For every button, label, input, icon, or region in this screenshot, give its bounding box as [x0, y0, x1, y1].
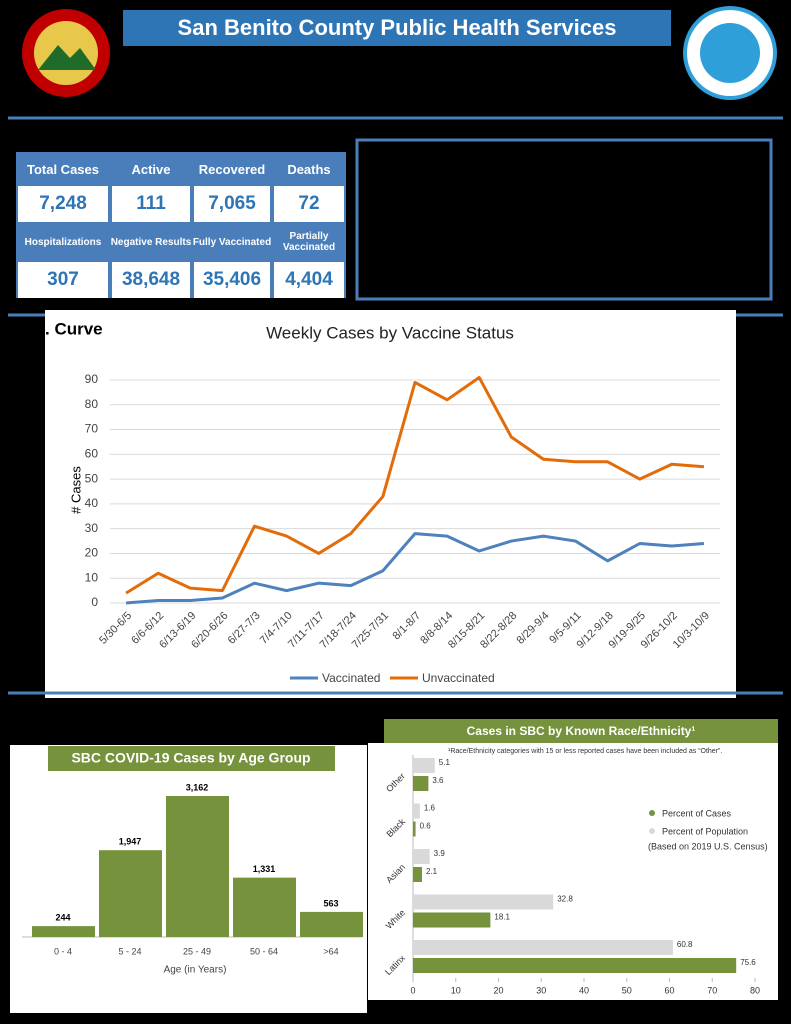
bar	[413, 821, 416, 837]
stat-label: Hospitalizations	[16, 222, 110, 262]
bar	[166, 796, 229, 937]
stat-label: Fully Vaccinated	[192, 222, 272, 262]
x-axis-label: Age (in Years)	[164, 965, 227, 976]
x-tick-label: 10	[451, 985, 461, 995]
bar	[413, 758, 435, 773]
bar	[413, 958, 737, 973]
section-label: . Curve	[45, 319, 103, 338]
value-label: 3.9	[434, 849, 446, 858]
health-logo-inner	[700, 23, 760, 83]
bar	[413, 940, 673, 955]
chart-title: Cases in SBC by Known Race/Ethnicity¹	[467, 724, 696, 738]
value-label: 563	[323, 898, 338, 908]
y-tick-label: 40	[85, 496, 99, 510]
x-tick-label: 0	[410, 985, 415, 995]
series-line	[125, 532, 705, 605]
stat-value: 7,248	[16, 186, 110, 222]
stat-value: 4,404	[272, 262, 346, 298]
y-tick-label: 50	[85, 471, 99, 485]
y-tick-label: 80	[85, 397, 99, 411]
value-label: 0.6	[420, 822, 432, 831]
legend-note: (Based on 2019 U.S. Census)	[648, 841, 768, 851]
legend-label: Percent of Population	[662, 826, 748, 836]
bar	[32, 926, 95, 937]
title-banner	[123, 10, 671, 46]
stat-value: 38,648	[110, 262, 192, 298]
bar	[233, 877, 296, 937]
stat-label: Deaths	[272, 152, 346, 186]
stat-label: Total Cases	[16, 152, 110, 186]
x-tick-label: 5 - 24	[118, 946, 141, 956]
bar	[99, 850, 162, 937]
stat-value: 7,065	[192, 186, 272, 222]
bar	[413, 776, 429, 791]
value-label: 75.6	[740, 958, 756, 967]
x-tick-label: 30	[536, 985, 546, 995]
x-tick-label: 0 - 4	[54, 946, 72, 956]
x-tick-label: 40	[579, 985, 589, 995]
stat-label: Active	[110, 152, 192, 186]
value-label: 1,331	[253, 864, 276, 874]
value-label: 32.8	[557, 895, 573, 904]
value-label: 3.6	[432, 776, 444, 785]
stat-label: Partially Vaccinated	[272, 222, 346, 262]
legend-swatch	[649, 810, 655, 816]
stat-value: 72	[272, 186, 346, 222]
seal-mountains	[38, 45, 96, 70]
y-axis-label: # Cases	[68, 466, 83, 514]
value-label: 244	[55, 912, 70, 922]
race-title-banner	[384, 719, 778, 743]
x-tick-label: >64	[323, 946, 338, 956]
empty-panel	[355, 138, 773, 301]
bar	[413, 912, 491, 928]
x-tick-label: 50 - 64	[250, 946, 278, 956]
bar	[413, 803, 420, 819]
stat-value: 307	[16, 262, 110, 298]
x-tick-label: 25 - 49	[183, 946, 211, 956]
legend-label: Unvaccinated	[422, 671, 495, 685]
series-line	[125, 376, 705, 595]
x-tick-label: 60	[664, 985, 674, 995]
chart-title: Weekly Cases by Vaccine Status	[266, 323, 514, 342]
bar	[413, 849, 430, 864]
stat-label: Negative Results	[110, 222, 192, 262]
x-tick-label: 70	[707, 985, 717, 995]
stat-label: Recovered	[192, 152, 272, 186]
county-seal-inner	[34, 21, 98, 85]
x-tick-label: 50	[622, 985, 632, 995]
stat-value: 111	[110, 186, 192, 222]
bar	[413, 894, 554, 910]
legend-label: Vaccinated	[322, 671, 380, 685]
value-label: 18.1	[494, 913, 510, 922]
value-label: 1.6	[424, 804, 436, 813]
y-tick-label: 90	[85, 372, 99, 386]
footnote: ¹Race/Ethnicity categories with 15 or le…	[448, 748, 722, 755]
y-tick-label: 10	[85, 570, 99, 584]
value-label: 60.8	[677, 940, 693, 949]
value-label: 2.1	[426, 867, 438, 876]
legend-label: Percent of Cases	[662, 808, 732, 818]
y-tick-label: 70	[85, 422, 99, 436]
value-label: 3,162	[186, 782, 209, 792]
chart-title: SBC COVID-19 Cases by Age Group	[71, 750, 310, 766]
page-title: San Benito County Public Health Services	[178, 15, 617, 40]
value-label: 1,947	[119, 837, 142, 847]
y-tick-label: 30	[85, 521, 99, 535]
y-tick-label: 60	[85, 447, 99, 461]
value-label: 5.1	[439, 758, 451, 767]
y-tick-label: 0	[91, 595, 98, 609]
bar	[413, 867, 422, 882]
x-tick-label: 80	[750, 985, 760, 995]
race-chart-panel	[368, 743, 778, 1000]
stat-value: 35,406	[192, 262, 272, 298]
legend-swatch	[649, 828, 655, 834]
x-tick-label: 20	[493, 985, 503, 995]
bar	[300, 911, 363, 937]
y-tick-label: 20	[85, 546, 99, 560]
age-title-banner	[48, 746, 335, 771]
